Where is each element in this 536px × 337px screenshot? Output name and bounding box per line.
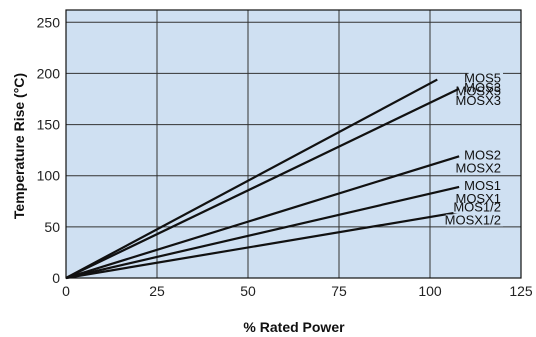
series-label-3-0: MOS1: [464, 178, 501, 193]
series-label-bg-1-1: [461, 94, 503, 107]
plot-frame: [65, 9, 522, 279]
series-label-backgrounds: [445, 72, 503, 227]
series-label-bg-2-0: [468, 149, 503, 162]
y-tick-label-0: 0: [52, 270, 60, 286]
y-tick-label-1: 50: [44, 219, 60, 235]
series-line-0: [65, 78, 438, 279]
series-label-bg-0-0: [468, 72, 503, 85]
y-tick-label-4: 200: [37, 65, 61, 81]
series-label-1-1: MOSX3: [455, 93, 501, 108]
series-label-bg-4-1: [445, 214, 503, 227]
tick-labels: 0 25 50 75 100 125 0 50 100 150 200 250: [37, 14, 533, 299]
series-label-0-0: MOS5: [464, 71, 501, 86]
x-axis-title: % Rated Power: [243, 319, 345, 335]
series-label-bg-1-0: [468, 81, 503, 94]
series-label-1-0: MOS3: [464, 80, 501, 95]
series-label-2-0: MOS2: [464, 147, 501, 162]
series-label-bg-2-1: [461, 162, 503, 175]
x-tick-label-4: 100: [418, 283, 442, 299]
y-tick-label-3: 150: [37, 117, 61, 133]
y-tick-label-2: 100: [37, 168, 61, 184]
x-tick-label-3: 75: [331, 283, 347, 299]
series-label-bg-4-0: [453, 201, 503, 214]
series-lines: [65, 78, 482, 280]
series-label-2-1: MOSX2: [455, 160, 501, 175]
series-label-bg-3-0: [468, 179, 503, 192]
x-tick-label-5: 125: [509, 283, 533, 299]
series-line-3: [65, 185, 460, 280]
x-tick-label-1: 25: [149, 283, 165, 299]
y-axis-title: Temperature Rise (°C): [11, 73, 27, 219]
series-line-4: [65, 207, 482, 280]
series-label-4-0: MOS1/2: [453, 199, 501, 214]
series-label-3-1: MOSX1: [455, 191, 501, 206]
grid: [66, 10, 521, 278]
x-tick-label-0: 0: [62, 283, 70, 299]
series-label-0-1: MOSX5: [455, 84, 501, 99]
plot-background: [66, 10, 521, 278]
series-line-2: [65, 155, 460, 280]
y-tick-label-5: 250: [37, 14, 61, 30]
x-tick-label-2: 50: [240, 283, 256, 299]
series-line-1: [65, 87, 460, 279]
series-label-4-1: MOSX1/2: [445, 212, 501, 227]
